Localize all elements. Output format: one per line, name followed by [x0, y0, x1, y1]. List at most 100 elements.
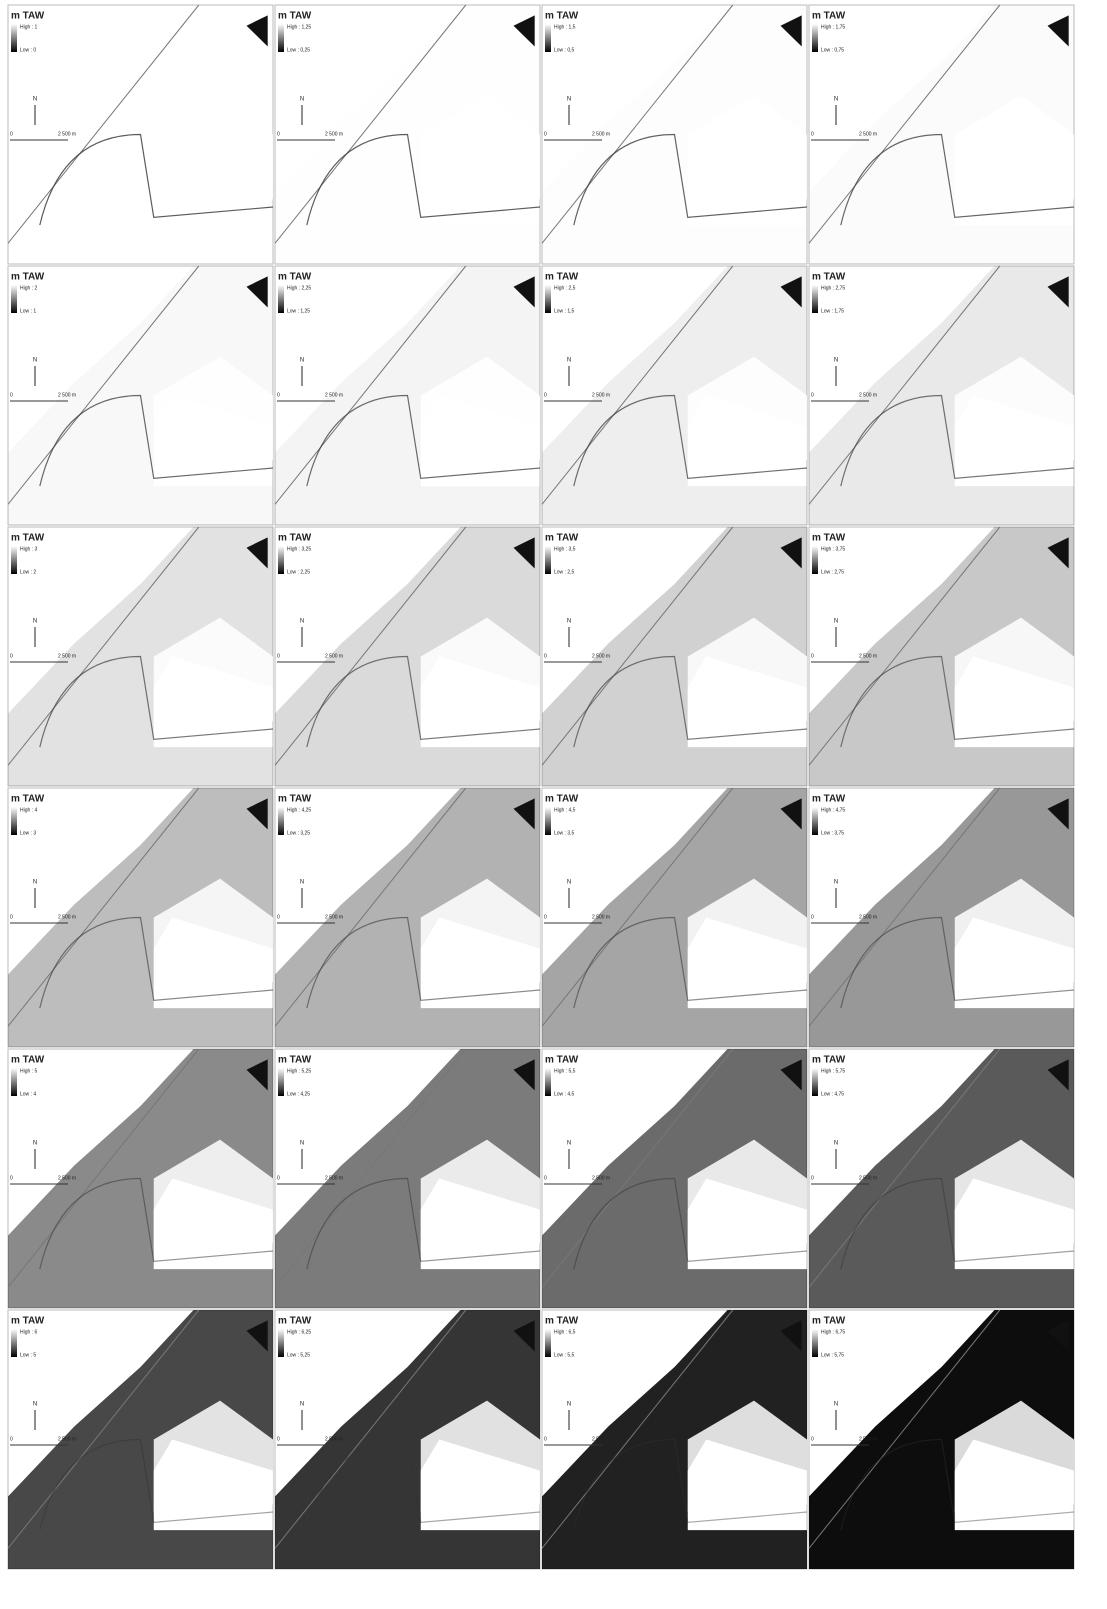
north-label: N: [300, 619, 304, 625]
north-label: N: [834, 880, 838, 886]
map-panel: m TAWHigh : 4,25Low : 3,25N02 500 m: [275, 788, 540, 1047]
scale-start: 0: [10, 653, 13, 659]
scale-start: 0: [811, 914, 814, 920]
map-panel: m TAWHigh : 1,5Low : 0,5N02 500 m: [542, 5, 807, 264]
legend-high: High : 5: [20, 1068, 37, 1074]
legend-low: Low : 1: [20, 308, 36, 314]
legend-high: High : 4,75: [821, 807, 845, 813]
legend-high: High : 1,5: [554, 24, 576, 30]
legend-high: High : 2,25: [287, 285, 311, 291]
north-label: N: [567, 97, 571, 103]
scale-start: 0: [10, 392, 13, 398]
scale-end: 2 500 m: [592, 653, 610, 659]
legend-high: High : 2,5: [554, 285, 576, 291]
map-panel: m TAWHigh : 1,75Low : 0,75N02 500 m: [809, 5, 1074, 264]
legend-title: m TAW: [11, 272, 45, 283]
scale-start: 0: [544, 131, 547, 137]
scale-start: 0: [544, 1175, 547, 1181]
scale-start: 0: [10, 914, 13, 920]
map-panel: m TAWHigh : 2,5Low : 1,5N02 500 m: [542, 266, 807, 525]
map-panel: m TAWHigh : 1,25Low : 0,25N02 500 m: [275, 5, 540, 264]
north-label: N: [33, 97, 37, 103]
scale-start: 0: [277, 914, 280, 920]
scale-end: 2 500 m: [859, 1175, 877, 1181]
scale-end: 2 500 m: [325, 131, 343, 137]
scale-end: 2 500 m: [859, 653, 877, 659]
scale-end: 2 500 m: [58, 1436, 76, 1442]
scale-end: 2 500 m: [592, 131, 610, 137]
north-label: N: [300, 1141, 304, 1147]
legend-ramp: [278, 1329, 284, 1357]
legend-title: m TAW: [278, 533, 312, 544]
scale-start: 0: [277, 653, 280, 659]
legend-low: Low : 3,75: [821, 830, 844, 836]
legend-title: m TAW: [812, 1316, 846, 1327]
legend-low: Low : 3,5: [554, 830, 575, 836]
legend-ramp: [812, 24, 818, 52]
north-label: N: [300, 1402, 304, 1408]
legend-title: m TAW: [11, 11, 45, 22]
legend-high: High : 6: [20, 1329, 37, 1335]
legend-title: m TAW: [11, 533, 45, 544]
scale-end: 2 500 m: [592, 1175, 610, 1181]
legend-high: High : 4,5: [554, 807, 576, 813]
legend-title: m TAW: [812, 272, 846, 283]
legend-title: m TAW: [545, 1316, 579, 1327]
legend-high: High : 2: [20, 285, 37, 291]
legend-ramp: [812, 285, 818, 313]
map-panel: m TAWHigh : 3Low : 2N02 500 m: [8, 527, 273, 786]
north-label: N: [567, 880, 571, 886]
north-label: N: [567, 358, 571, 364]
legend-title: m TAW: [11, 794, 45, 805]
legend-ramp: [812, 546, 818, 574]
legend-title: m TAW: [278, 1055, 312, 1066]
scale-start: 0: [811, 1175, 814, 1181]
scale-end: 2 500 m: [325, 653, 343, 659]
legend-low: Low : 2,25: [287, 569, 310, 575]
legend-ramp: [545, 285, 551, 313]
legend-low: Low : 3,25: [287, 830, 310, 836]
north-label: N: [567, 1402, 571, 1408]
legend-low: Low : 1,75: [821, 308, 844, 314]
legend-low: Low : 1,5: [554, 308, 575, 314]
legend-title: m TAW: [545, 272, 579, 283]
scale-end: 2 500 m: [859, 1436, 877, 1442]
legend-ramp: [11, 24, 17, 52]
scale-end: 2 500 m: [859, 914, 877, 920]
scale-start: 0: [277, 392, 280, 398]
legend-ramp: [278, 546, 284, 574]
legend-high: High : 2,75: [821, 285, 845, 291]
legend-high: High : 1,75: [821, 24, 845, 30]
legend-low: Low : 5: [20, 1352, 36, 1358]
scale-start: 0: [544, 1436, 547, 1442]
legend-ramp: [11, 807, 17, 835]
legend-ramp: [278, 24, 284, 52]
map-panel: m TAWHigh : 4,75Low : 3,75N02 500 m: [809, 788, 1074, 1047]
legend-ramp: [545, 1329, 551, 1357]
scale-start: 0: [811, 1436, 814, 1442]
legend-title: m TAW: [812, 533, 846, 544]
legend-high: High : 5,5: [554, 1068, 576, 1074]
legend-high: High : 3,25: [287, 546, 311, 552]
scale-start: 0: [811, 131, 814, 137]
legend-low: Low : 2: [20, 569, 36, 575]
scale-end: 2 500 m: [592, 392, 610, 398]
legend-low: Low : 5,75: [821, 1352, 844, 1358]
legend-high: High : 3: [20, 546, 37, 552]
scale-end: 2 500 m: [325, 914, 343, 920]
legend-ramp: [11, 1329, 17, 1357]
legend-ramp: [545, 546, 551, 574]
legend-low: Low : 3: [20, 830, 36, 836]
scale-end: 2 500 m: [58, 914, 76, 920]
legend-ramp: [278, 1068, 284, 1096]
legend-title: m TAW: [278, 272, 312, 283]
legend-high: High : 5,25: [287, 1068, 311, 1074]
legend-low: Low : 1,25: [287, 308, 310, 314]
scale-start: 0: [811, 653, 814, 659]
map-panel: m TAWHigh : 4,5Low : 3,5N02 500 m: [542, 788, 807, 1047]
legend-title: m TAW: [278, 1316, 312, 1327]
